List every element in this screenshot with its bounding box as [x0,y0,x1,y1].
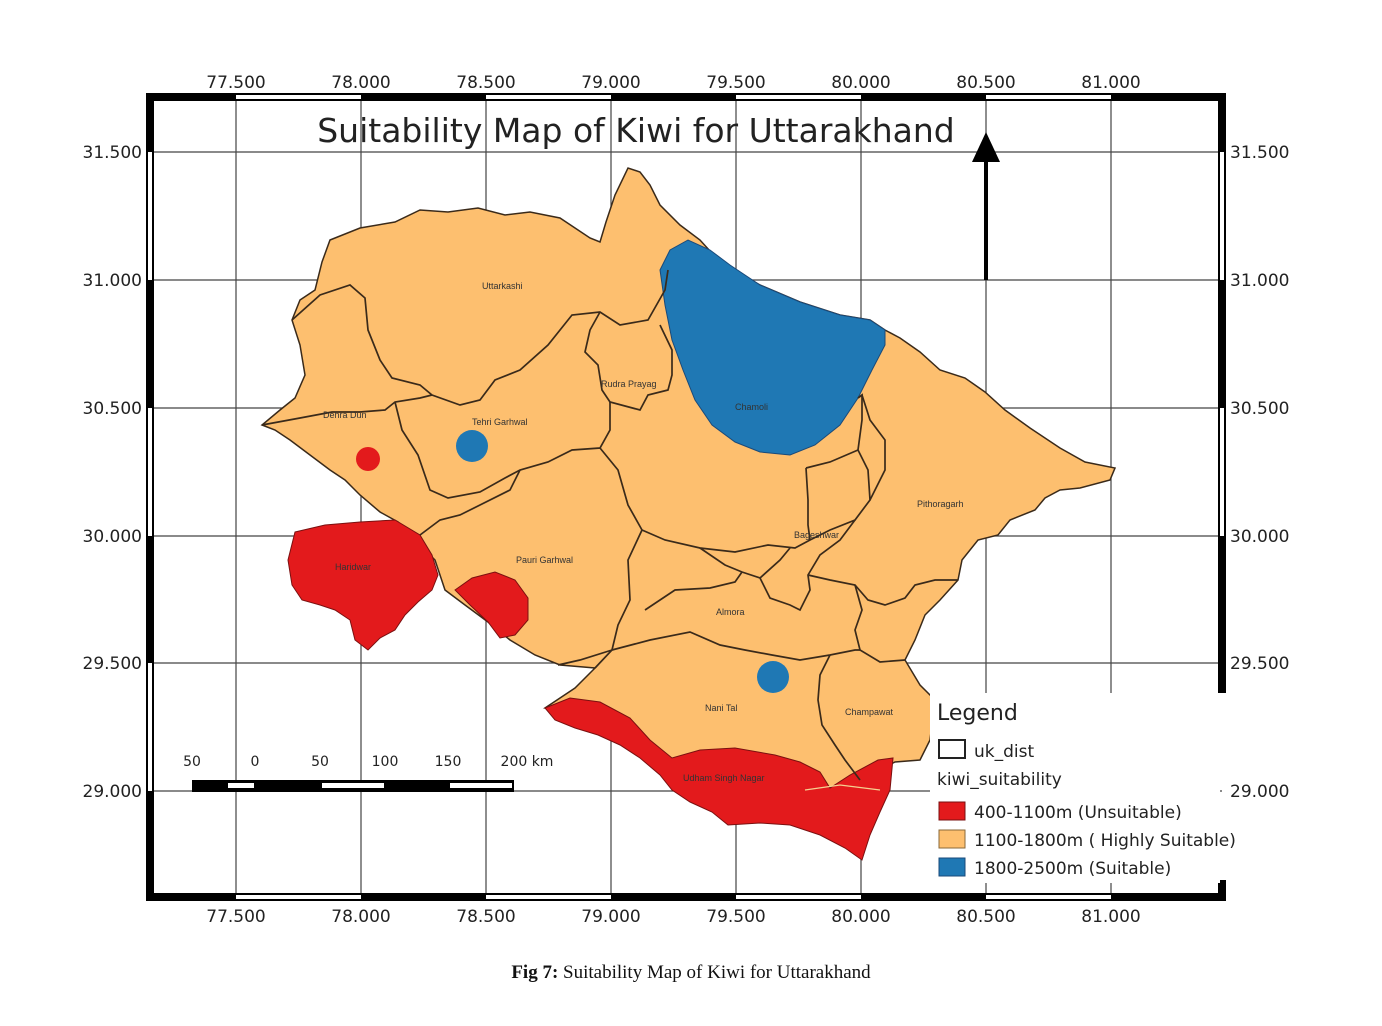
region-unsuitable-dehradun [356,447,380,471]
legend-swatch-unsuitable [938,801,966,821]
lon-tick-label: 78.500 [456,907,515,927]
figure-caption: Fig 7: Suitability Map of Kiwi for Uttar… [0,962,1382,984]
district-label: Udham Singh Nagar [683,773,765,783]
lon-tick-label: 77.500 [206,73,265,93]
state-region-highly-suitable [260,167,1117,791]
district-label: Champawat [845,707,894,717]
district-label: Almora [716,607,745,617]
district-label: Tehri Garhwal [472,417,528,427]
region-suitable-nainital [757,661,789,693]
scale-label: 50 [311,754,329,770]
legend-swatch-boundary [938,739,966,759]
lat-tick-label: 29.500 [83,654,142,674]
map-border [146,93,1226,901]
lat-tick-label: 31.500 [83,143,142,163]
legend-layer-label: uk_dist [974,742,1034,762]
lon-tick-label: 78.500 [456,73,515,93]
district-label: Rudra Prayag [601,379,657,389]
district-label: Pauri Garhwal [516,555,573,565]
district-label: Uttarkashi [482,281,523,291]
lat-tick-label: 30.500 [83,399,142,419]
lon-tick-label: 81.000 [1081,73,1140,93]
legend-title: Legend [937,701,1018,726]
boundary-line [804,784,881,791]
lat-labels-right: 31.500 31.000 30.500 30.000 29.500 29.00… [1230,143,1289,802]
north-arrow-icon [972,132,1000,280]
lon-tick-label: 78.000 [331,907,390,927]
lat-tick-label: 29.000 [83,782,142,802]
lat-tick-label: 30.500 [1230,399,1289,419]
district-boundaries [261,269,958,781]
lon-tick-label: 80.000 [831,907,890,927]
lat-tick-label: 31.000 [1230,271,1289,291]
district-label: Pithoragarh [917,499,964,509]
region-unsuitable-south [544,697,894,861]
caption-label: Fig 7: [511,962,559,983]
scale-label: 150 [435,754,462,770]
lat-tick-label: 30.000 [83,527,142,547]
legend-item: 1100-1800m ( Highly Suitable) [974,831,1236,851]
district-labels: Uttarkashi Dehra Dun Tehri Garhwal Rudra… [323,281,964,783]
district-label: Chamoli [735,402,768,412]
region-suitable-chamoli [659,239,886,456]
lon-tick-label: 78.000 [331,73,390,93]
scale-label: 50 [183,754,201,770]
region-unsuitable-haridwar [287,519,439,651]
lon-tick-label: 80.500 [956,907,1015,927]
legend-swatch-suitable [938,857,966,877]
lat-tick-label: 29.000 [1230,782,1289,802]
lat-tick-label: 30.000 [1230,527,1289,547]
lon-labels-top: 77.500 78.000 78.500 79.000 79.500 80.00… [206,73,1140,93]
lon-tick-label: 79.500 [706,73,765,93]
scale-label: 0 [251,754,260,770]
district-label: Dehra Dun [323,410,367,420]
legend-swatch-highly-suitable [938,829,966,849]
lon-tick-label: 80.000 [831,73,890,93]
caption-text: Suitability Map of Kiwi for Uttarakhand [558,962,871,983]
region-suitable-tehri [456,430,488,462]
lat-tick-label: 29.500 [1230,654,1289,674]
legend-item: 1800-2500m (Suitable) [974,859,1171,879]
lon-tick-label: 81.000 [1081,907,1140,927]
lon-tick-label: 79.000 [581,73,640,93]
lat-tick-label: 31.000 [83,271,142,291]
scale-label: 100 [372,754,399,770]
scale-bar: 50 0 50 100 150 200 km [183,754,553,792]
legend-layer-label: kiwi_suitability [937,770,1062,790]
region-unsuitable-pauri [454,571,529,639]
lon-labels-bottom: 77.500 78.000 78.500 79.000 79.500 80.00… [206,907,1140,927]
district-label: Bageshwar [794,530,839,540]
legend-item: 400-1100m (Unsuitable) [974,803,1182,823]
legend: Legend uk_dist kiwi_suitability 400-1100… [930,693,1236,883]
lon-tick-label: 79.000 [581,907,640,927]
map-title: Suitability Map of Kiwi for Uttarakhand [317,111,955,150]
lat-labels-left: 31.500 31.000 30.500 30.000 29.500 29.00… [83,143,142,802]
lon-tick-label: 80.500 [956,73,1015,93]
lat-tick-label: 31.500 [1230,143,1289,163]
scale-label: 200 km [501,754,554,770]
district-label: Nani Tal [705,703,737,713]
lon-tick-label: 77.500 [206,907,265,927]
district-label: Haridwar [335,562,371,572]
lon-tick-label: 79.500 [706,907,765,927]
